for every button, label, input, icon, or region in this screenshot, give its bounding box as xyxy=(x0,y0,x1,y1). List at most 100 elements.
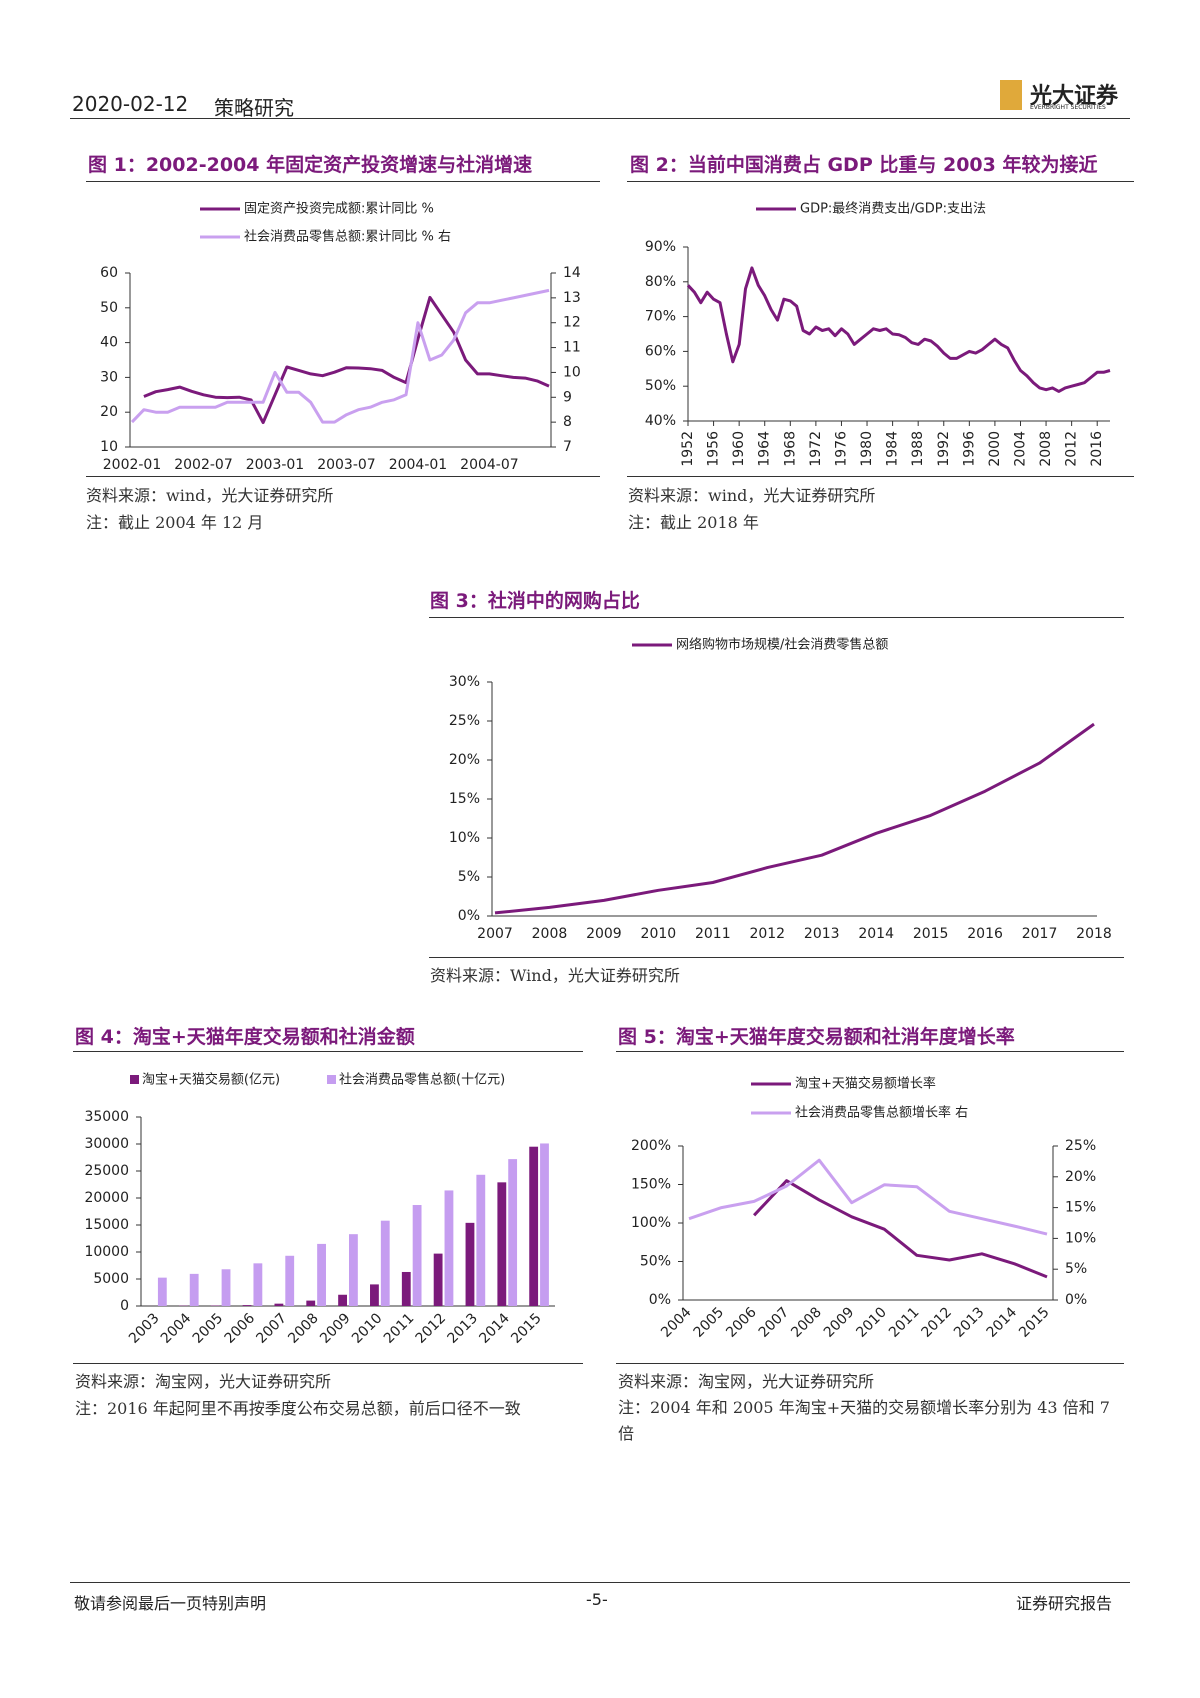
y-tick-label: 80% xyxy=(645,274,676,290)
y2-tick-label: 7 xyxy=(563,439,572,455)
bar xyxy=(497,1182,507,1306)
x-tick-label: 2004 xyxy=(658,1304,695,1341)
note: 注：2016 年起阿里不再按季度公布交易总额，前后口径不一致 xyxy=(75,1399,521,1418)
x-tick-label: 1996 xyxy=(961,431,977,467)
y-tick-label: 15% xyxy=(449,791,480,807)
y-tick-label: 50% xyxy=(640,1254,671,1270)
y-tick-label: 200% xyxy=(631,1138,671,1154)
x-tick-label: 2012 xyxy=(1064,431,1080,467)
source: 资料来源：淘宝网，光大证券研究所 xyxy=(618,1372,875,1391)
bar xyxy=(274,1303,284,1306)
y-tick-label: 30% xyxy=(449,674,480,690)
y2-tick-label: 20% xyxy=(1065,1169,1096,1185)
x-tick-label: 2012 xyxy=(413,1310,450,1347)
bar xyxy=(349,1234,358,1306)
rule xyxy=(429,617,1124,618)
legend-label: 社会消费品零售总额(十亿元) xyxy=(339,1072,505,1088)
y-tick-label: 10% xyxy=(449,830,480,846)
x-tick-label: 2014 xyxy=(476,1310,513,1347)
y2-tick-label: 10% xyxy=(1065,1230,1096,1246)
x-tick-label: 2012 xyxy=(919,1304,956,1341)
x-tick-label: 2012 xyxy=(749,926,785,942)
y-tick-label: 50% xyxy=(645,378,676,394)
series-line xyxy=(688,1158,1048,1236)
x-tick-label: 2010 xyxy=(853,1304,890,1341)
rule xyxy=(627,181,1134,182)
y-tick-label: 10 xyxy=(100,439,118,455)
y-tick-label: 15000 xyxy=(84,1217,129,1233)
legend-label: 淘宝+天猫交易额增长率 xyxy=(795,1076,936,1092)
bar xyxy=(412,1205,422,1306)
y-tick-label: 50 xyxy=(100,300,118,316)
source: 资料来源：wind，光大证券研究所 xyxy=(86,486,334,505)
rule xyxy=(73,1051,583,1052)
y2-tick-label: 25% xyxy=(1065,1138,1096,1154)
footer-left: 敬请参阅最后一页特别声明 xyxy=(74,1594,267,1613)
x-tick-label: 2007 xyxy=(756,1304,793,1341)
x-tick-label: 2008 xyxy=(532,926,568,942)
x-tick-label: 2007 xyxy=(253,1310,290,1347)
x-tick-label: 2009 xyxy=(586,926,622,942)
x-tick-label: 2013 xyxy=(445,1310,482,1347)
x-tick-label: 2003-01 xyxy=(246,457,305,473)
y-tick-label: 60% xyxy=(645,343,676,359)
bar xyxy=(317,1243,326,1306)
y-tick-label: 0% xyxy=(458,908,480,924)
x-tick-label: 2013 xyxy=(804,926,840,942)
bar xyxy=(285,1255,295,1306)
y2-tick-label: 13 xyxy=(563,290,581,306)
legend-label: GDP:最终消费支出/GDP:支出法 xyxy=(800,201,986,217)
x-tick-label: 2014 xyxy=(984,1304,1021,1341)
y-tick-label: 25000 xyxy=(84,1163,129,1179)
x-tick-label: 2002-07 xyxy=(174,457,233,473)
legend-label: 社会消费品零售总额:累计同比 % 右 xyxy=(244,229,451,245)
figure-title: 图 3：社消中的网购占比 xyxy=(430,590,640,612)
rule xyxy=(616,1051,1124,1052)
y2-tick-label: 11 xyxy=(563,340,581,356)
x-tick-label: 2004 xyxy=(158,1310,195,1347)
x-tick-label: 2015 xyxy=(1016,1304,1053,1341)
x-tick-label: 1964 xyxy=(757,431,773,467)
y-tick-label: 30 xyxy=(100,369,118,385)
rule xyxy=(86,476,600,477)
bar xyxy=(189,1273,199,1306)
x-tick-label: 2015 xyxy=(913,926,949,942)
series-line xyxy=(686,266,1111,393)
bar xyxy=(338,1294,347,1306)
y-tick-label: 40 xyxy=(100,335,118,351)
source: 资料来源：Wind，光大证券研究所 xyxy=(430,966,680,985)
logo-en: EVERBRIGHT SECURITIES xyxy=(1030,104,1106,111)
figure-title: 图 4：淘宝+天猫年度交易额和社消金额 xyxy=(75,1026,415,1048)
bar xyxy=(242,1305,252,1306)
x-tick-label: 2006 xyxy=(723,1304,760,1341)
bar xyxy=(306,1300,316,1306)
x-tick-label: 2014 xyxy=(858,926,894,942)
x-tick-label: 2010 xyxy=(641,926,677,942)
x-tick-label: 2011 xyxy=(381,1310,418,1347)
bar xyxy=(433,1253,443,1306)
series-line xyxy=(753,1179,1048,1279)
x-tick-label: 2004 xyxy=(1012,431,1028,467)
y-tick-label: 0 xyxy=(120,1298,129,1314)
y2-tick-label: 10 xyxy=(563,364,581,380)
y-tick-label: 20% xyxy=(449,752,480,768)
x-tick-label: 2000 xyxy=(987,431,1003,467)
note: 注：截止 2018 年 xyxy=(628,513,759,532)
figure-title: 图 2：当前中国消费占 GDP 比重与 2003 年较为接近 xyxy=(630,154,1098,176)
y-tick-label: 90% xyxy=(645,239,676,255)
source: 资料来源：wind，光大证券研究所 xyxy=(628,486,876,505)
x-tick-label: 1968 xyxy=(782,431,798,467)
y2-tick-label: 15% xyxy=(1065,1200,1096,1216)
bar xyxy=(221,1269,231,1306)
y2-tick-label: 5% xyxy=(1065,1261,1087,1277)
legend-label: 网络购物市场规模/社会消费零售总额 xyxy=(676,637,888,653)
x-tick-label: 2016 xyxy=(967,926,1003,942)
x-tick-label: 2004-01 xyxy=(389,457,448,473)
x-tick-label: 2015 xyxy=(508,1310,545,1347)
x-tick-label: 1972 xyxy=(808,431,824,467)
rule xyxy=(86,181,600,182)
series-line xyxy=(494,722,1095,915)
header-section: 策略研究 xyxy=(214,96,294,120)
